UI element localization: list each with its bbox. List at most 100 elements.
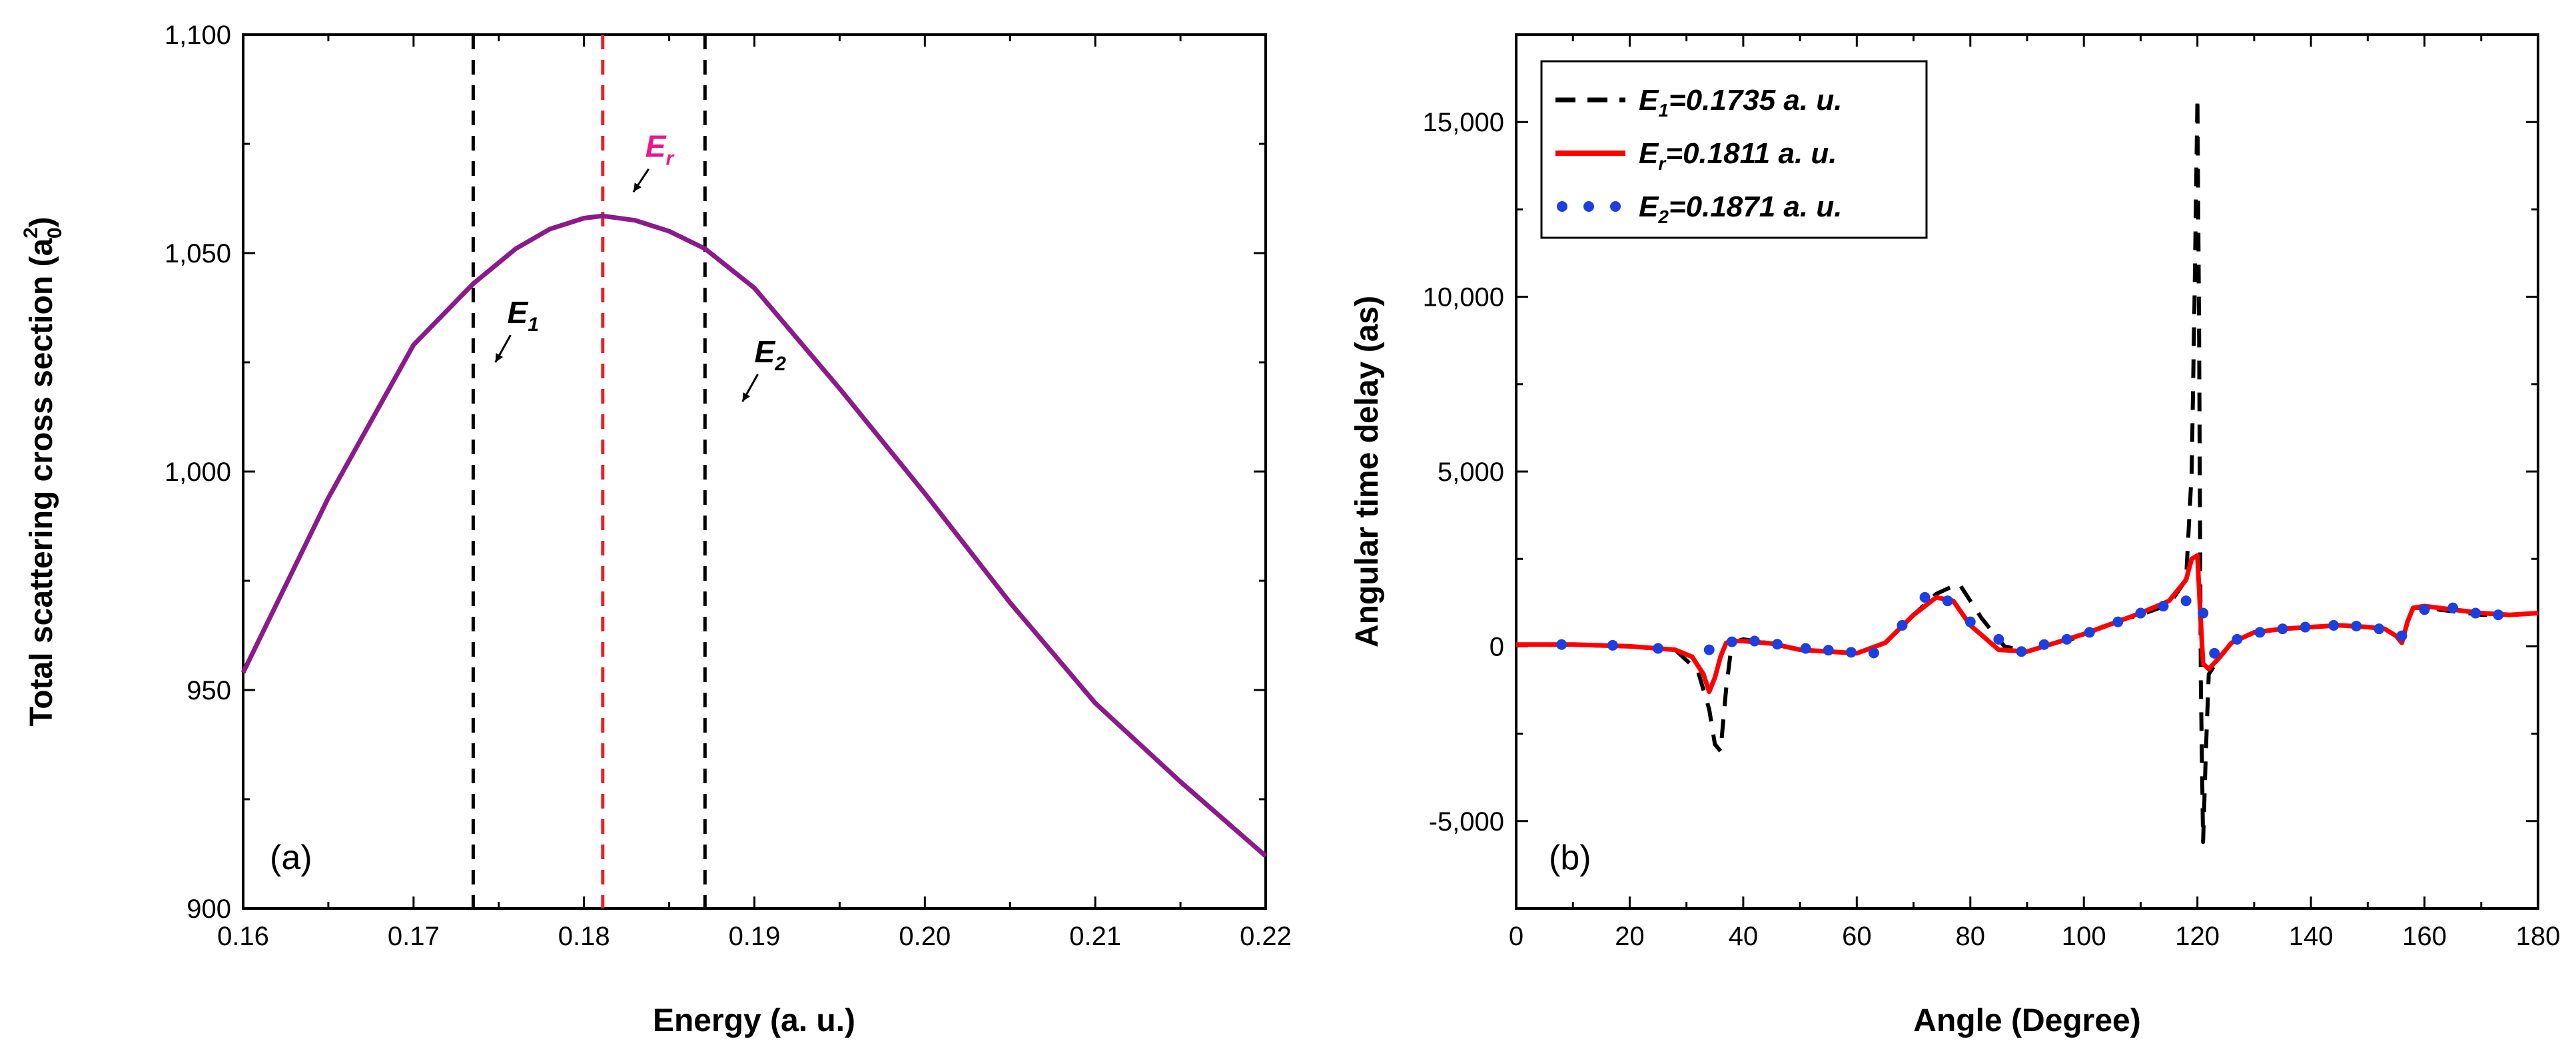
vlines-a — [471, 35, 707, 908]
y-tick-label: 10,000 — [1423, 283, 1504, 312]
series-point — [1726, 636, 1737, 647]
series-point — [1919, 591, 1931, 603]
y-axis-label-b: Angular time delay (as) — [1350, 296, 1385, 647]
panel-label-b: (b) — [1549, 839, 1591, 877]
annotation-arrowhead — [495, 353, 504, 362]
legend-label-main: E — [1639, 137, 1659, 170]
series-point — [2061, 633, 2072, 645]
series-point — [2351, 620, 2362, 631]
x-tick-label: 0.20 — [899, 922, 951, 951]
series-point — [1964, 616, 1976, 627]
y-tick-label: 1,050 — [165, 239, 231, 268]
x-tick-label: 100 — [2062, 922, 2106, 951]
annotation-main: E — [508, 295, 529, 330]
legend-label: Er=0.1811 a. u. — [1639, 137, 1837, 174]
series-point — [2328, 619, 2340, 631]
series-point — [2419, 604, 2430, 615]
series-point — [2470, 607, 2481, 619]
legend-box — [1540, 60, 1928, 239]
y-tick-label: 5,000 — [1438, 458, 1504, 487]
series-point — [1942, 595, 1953, 607]
series-point — [1897, 619, 1908, 631]
x-tick-label: 0.19 — [729, 922, 781, 951]
annotation-sub: 2 — [774, 353, 786, 375]
series-point — [2447, 602, 2459, 613]
series-point — [2180, 595, 2192, 607]
annotation-main: E — [645, 129, 667, 164]
y-tick-label: 950 — [187, 676, 231, 705]
series-point — [1703, 644, 1715, 655]
x-axis-label-b: Angle (Degree) — [1913, 1003, 2140, 1038]
legend-swatch-dot — [1557, 201, 1567, 212]
series-point — [1607, 639, 1618, 651]
annotation-sub: 1 — [528, 314, 539, 336]
x-tick-label: 0.16 — [217, 922, 269, 951]
y-tick-label: 0 — [1490, 632, 1504, 661]
series-point — [1556, 639, 1567, 650]
legend-label-main: E — [1639, 190, 1659, 223]
y-axis-label-a-sub: 0 — [44, 227, 66, 238]
series-point — [1800, 643, 1811, 654]
series-point — [2135, 607, 2146, 619]
legend-label-rest: =0.1811 a. u. — [1665, 137, 1837, 170]
x-tick-label: 0.18 — [558, 922, 610, 951]
legend-label-rest: =0.1871 a. u. — [1669, 190, 1843, 223]
y-axis-label-a-end: ) — [24, 216, 59, 227]
series-point — [1845, 647, 1857, 658]
legend-label-main: E — [1639, 84, 1659, 117]
legend-label-sub: r — [1658, 153, 1667, 174]
annotation-arrowhead — [633, 182, 642, 192]
series-point — [2158, 601, 2169, 612]
legend-label-sub: 2 — [1657, 206, 1669, 227]
x-axis-label-a: Energy (a. u.) — [653, 1003, 855, 1038]
panel-label-a: (a) — [270, 839, 312, 877]
series-point — [2112, 616, 2124, 627]
series-point — [2198, 607, 2209, 619]
annotation-sub: r — [665, 148, 675, 170]
y-tick-label: 15,000 — [1423, 108, 1504, 137]
series-a — [240, 213, 1268, 858]
legend-swatch-dot — [1610, 201, 1621, 212]
series-point — [1772, 639, 1783, 650]
x-tick-label: 40 — [1729, 922, 1759, 951]
x-tick-label: 160 — [2402, 922, 2447, 951]
x-tick-label: 0.21 — [1069, 922, 1121, 951]
series-line — [1516, 553, 2539, 695]
series-point — [2277, 623, 2288, 635]
series-point — [1868, 647, 1879, 659]
series-line — [240, 213, 1268, 858]
annotation-main: E — [755, 334, 776, 369]
series-point — [2254, 627, 2266, 638]
legend-items: E1=0.1735 a. u.Er=0.1811 a. u.E2=0.1871 … — [1555, 84, 1842, 227]
y-tick-label: 1,000 — [165, 458, 231, 487]
annotation-label: Er — [645, 129, 675, 170]
x-tick-label: 60 — [1842, 922, 1872, 951]
y-tick-label: 1,100 — [165, 21, 231, 50]
x-tick-label: 0.22 — [1240, 922, 1292, 951]
legend-label-sub: 1 — [1658, 100, 1669, 121]
series-b — [1515, 95, 2539, 845]
x-tick-label: 0.17 — [388, 922, 440, 951]
series-point — [2038, 639, 2050, 650]
axis-ticks-a: 0.16 0.17 0.18 0.19 0.20 0.21 0.22 900 950 1,000 1… — [165, 21, 1292, 951]
series-point — [1653, 643, 1664, 654]
y-axis-label-a-sup: 2 — [20, 227, 42, 238]
y-tick-label: -5,000 — [1429, 807, 1504, 837]
panel-b: 0 20 40 60 80 100 120 140 160 180 -5,000 0 5,000 10,0… — [1350, 33, 2560, 1038]
x-tick-label: 0 — [1509, 922, 1523, 951]
plot-frame-a — [242, 33, 1267, 910]
series-point — [1823, 645, 1834, 656]
series-point — [2016, 646, 2027, 657]
series-point — [2300, 621, 2311, 633]
x-tick-label: 120 — [2175, 922, 2220, 951]
x-tick-label: 140 — [2289, 922, 2334, 951]
y-axis-label-a-main: Total scattering cross section (a — [24, 238, 59, 727]
annotation-arrowhead — [742, 392, 751, 402]
series-point — [2493, 609, 2504, 621]
axis-ticks-b: 0 20 40 60 80 100 120 140 160 180 -5,000 0 5,000 10,0… — [1423, 35, 2560, 951]
x-tick-label: 20 — [1615, 922, 1645, 951]
series-point — [1749, 635, 1760, 647]
y-tick-label: 900 — [187, 894, 231, 924]
series-point — [2373, 623, 2385, 635]
